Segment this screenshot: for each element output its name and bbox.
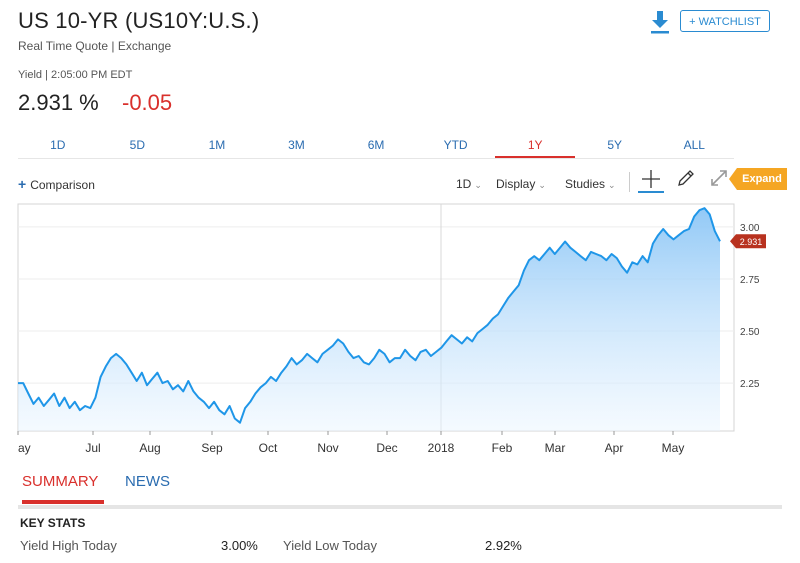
key-stats-heading: KEY STATS	[20, 516, 86, 530]
stat-label-low: Yield Low Today	[283, 538, 377, 553]
y-tick-label: 3.00	[740, 223, 760, 234]
crosshair-icon[interactable]	[638, 167, 664, 193]
stat-value-low: 2.92%	[485, 538, 522, 553]
chevron-down-icon: ⌄	[538, 180, 546, 190]
studies-dropdown[interactable]: Studies ⌄	[565, 177, 616, 191]
comparison-button[interactable]: + Comparison	[18, 176, 95, 192]
chevron-down-icon: ⌄	[608, 180, 616, 190]
x-tick-label: May	[662, 441, 685, 455]
chevron-down-icon: ⌄	[474, 180, 482, 190]
comparison-label: Comparison	[30, 178, 95, 192]
tab-6m[interactable]: 6M	[367, 138, 385, 152]
tab-1d[interactable]: 1D	[50, 138, 66, 152]
range-tabs: 1D 5D 1M 3M 6M YTD 1Y 5Y ALL	[18, 134, 734, 159]
y-tick-label: 2.75	[740, 275, 760, 286]
x-tick-label: Aug	[139, 441, 160, 455]
tab-1m[interactable]: 1M	[208, 138, 226, 152]
quote-subtitle: Real Time Quote | Exchange	[18, 39, 172, 53]
tab-5y[interactable]: 5Y	[607, 138, 623, 152]
series-line	[18, 207, 721, 424]
tab-ytd[interactable]: YTD	[443, 138, 468, 152]
interval-dropdown[interactable]: 1D ⌄	[456, 177, 482, 191]
tab-5d[interactable]: 5D	[129, 138, 146, 152]
y-tick-label: 2.25	[740, 379, 760, 390]
x-tick-label: Nov	[317, 441, 338, 455]
stat-value-high: 3.00%	[221, 538, 258, 553]
tab-summary[interactable]: SUMMARY	[22, 473, 105, 504]
x-tick-label: Apr	[605, 441, 624, 455]
yield-chart[interactable]: ay Jul Aug Sep Oct Nov Dec 2018 Feb Mar Apr May 3.0…	[0, 198, 800, 463]
interval-label: 1D	[456, 177, 472, 191]
last-value-label: 2.931	[740, 237, 763, 247]
display-dropdown[interactable]: Display ⌄	[496, 177, 546, 191]
expand-button[interactable]: Expand	[729, 168, 787, 190]
page-title: US 10-YR (US10Y:U.S.)	[18, 8, 260, 33]
watchlist-button[interactable]: + WATCHLIST	[680, 10, 770, 32]
yield-change: -0.05	[122, 90, 173, 115]
x-tick-label: Sep	[201, 441, 223, 455]
yield-timestamp: Yield | 2:05:00 PM EDT	[18, 69, 133, 81]
plus-icon: +	[18, 176, 27, 192]
y-tick-label: 2.50	[740, 327, 760, 338]
section-tabs: SUMMARY NEWS	[18, 473, 782, 509]
download-icon[interactable]	[650, 10, 670, 34]
x-tick-label: Dec	[376, 441, 397, 455]
display-label: Display	[496, 177, 536, 191]
tab-all[interactable]: ALL	[683, 138, 705, 152]
tab-3m[interactable]: 3M	[288, 138, 305, 152]
x-tick-label: Feb	[492, 441, 513, 455]
x-tick-label: ay	[18, 441, 31, 455]
studies-label: Studies	[565, 177, 606, 191]
pencil-icon[interactable]	[676, 168, 696, 188]
x-tick-label: 2018	[428, 441, 455, 455]
x-tick-label: Mar	[545, 441, 566, 455]
x-tick-label: Jul	[85, 441, 100, 455]
stat-label-high: Yield High Today	[20, 538, 117, 553]
series-area	[18, 208, 720, 431]
tab-news[interactable]: NEWS	[125, 473, 170, 490]
expand-icon[interactable]	[709, 168, 729, 188]
current-yield: 2.931 %	[18, 90, 99, 115]
tab-1y[interactable]: 1Y	[495, 134, 575, 158]
x-tick-label: Oct	[259, 441, 278, 455]
last-value-tag	[730, 234, 766, 249]
toolbar-divider	[629, 172, 630, 192]
